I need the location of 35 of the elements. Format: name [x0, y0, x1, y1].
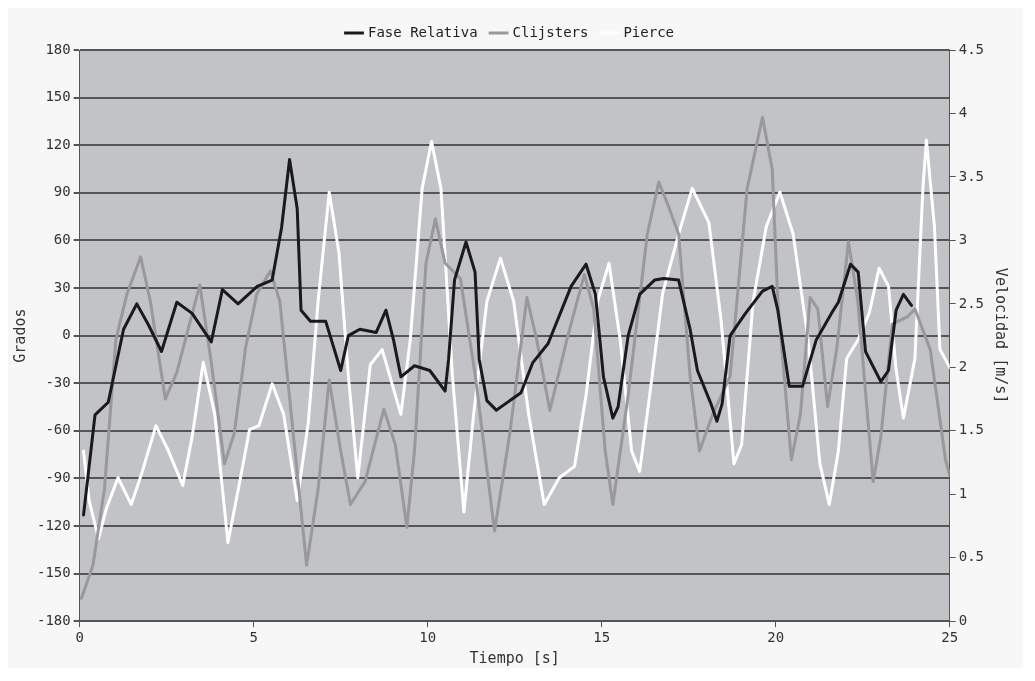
- y-tick-label: 150: [45, 88, 71, 105]
- x-tick-label: 15: [593, 629, 611, 646]
- y-tick-label: -150: [37, 564, 71, 581]
- y2-tick-label: 3.5: [958, 167, 985, 184]
- x-tick-label: 10: [419, 629, 437, 646]
- y2-tick-label: 2: [958, 357, 968, 374]
- legend-label: Pierce: [623, 23, 675, 40]
- y-axis-title: Grados: [10, 308, 29, 363]
- y2-tick-label: 4: [958, 104, 968, 121]
- y-tick-label: -120: [37, 516, 71, 533]
- x-tick-label: 20: [767, 629, 785, 646]
- y-tick-label: -60: [45, 421, 71, 438]
- y2-tick-label: 0: [958, 611, 968, 628]
- legend-label: Fase Relativa: [368, 23, 478, 40]
- x-tick-label: 25: [941, 629, 959, 646]
- y2-tick-label: 4.5: [958, 40, 985, 57]
- y2-tick-label: 3: [958, 231, 968, 248]
- x-tick-label: 0: [75, 629, 84, 646]
- y-tick-label: 60: [53, 231, 71, 248]
- y2-axis-title: Velocidad [m/s]: [992, 267, 1011, 404]
- y-tick-label: 90: [53, 183, 71, 200]
- legend-label: Clijsters: [512, 23, 589, 40]
- y2-tick-label: 0.5: [958, 548, 985, 565]
- y-tick-label: -30: [45, 373, 71, 390]
- y2-tick-label: 1: [958, 484, 968, 501]
- y2-tick-label: 1.5: [958, 421, 985, 438]
- y-tick-label: -180: [37, 611, 71, 628]
- y-tick-label: 30: [53, 278, 71, 295]
- y-tick-label: 180: [45, 40, 71, 57]
- y-tick-label: -90: [45, 469, 71, 486]
- y2-tick-label: 2.5: [958, 294, 985, 311]
- x-tick-label: 5: [249, 629, 258, 646]
- x-axis-title: Tiempo [s]: [469, 648, 560, 667]
- y-tick-label: 120: [45, 135, 71, 152]
- y-tick-label: 0: [62, 326, 71, 343]
